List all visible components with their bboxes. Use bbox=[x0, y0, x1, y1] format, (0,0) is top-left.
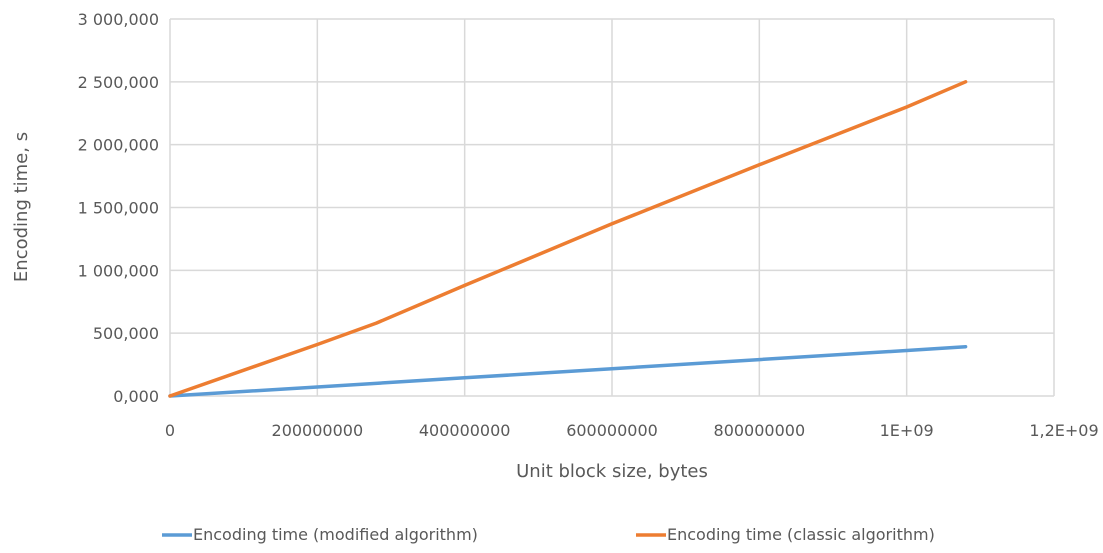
x-tick-label: 1,2E+09 bbox=[1029, 421, 1098, 440]
gridlines bbox=[169, 18, 1055, 397]
y-tick-label: 0,000 bbox=[113, 387, 159, 406]
x-axis-title: Unit block size, bytes bbox=[516, 461, 708, 482]
series-line-1 bbox=[168, 344, 968, 398]
y-axis-title: Encoding time, s bbox=[11, 132, 32, 282]
x-tick-label: 0 bbox=[165, 421, 175, 440]
legend-label: Encoding time (modified algorithm) bbox=[193, 525, 478, 544]
x-axis-tick-labels: 0 200000000 400000000 600000000 800000000 1E+… bbox=[165, 421, 1099, 440]
x-tick-label: 400000000 bbox=[419, 421, 511, 440]
x-tick-label: 600000000 bbox=[566, 421, 658, 440]
series-line-2 bbox=[168, 80, 968, 398]
legend: Encoding time (modified algorithm) Encodi… bbox=[162, 525, 935, 544]
y-tick-label: 2 000,000 bbox=[78, 136, 159, 155]
y-tick-label: 1 500,000 bbox=[78, 199, 159, 218]
y-axis-tick-labels: 0,000 500,000 1 000,000 1 500,000 2 000,000 2… bbox=[78, 10, 159, 406]
y-tick-label: 1 000,000 bbox=[78, 261, 159, 280]
legend-label: Encoding time (classic algorithm) bbox=[667, 525, 935, 544]
y-tick-label: 500,000 bbox=[93, 324, 159, 343]
x-tick-label: 200000000 bbox=[272, 421, 364, 440]
series-lines bbox=[168, 80, 968, 398]
x-tick-label: 800000000 bbox=[714, 421, 806, 440]
y-tick-label: 2 500,000 bbox=[78, 73, 159, 92]
y-tick-label: 3 000,000 bbox=[78, 10, 159, 29]
x-tick-label: 1E+09 bbox=[880, 421, 934, 440]
